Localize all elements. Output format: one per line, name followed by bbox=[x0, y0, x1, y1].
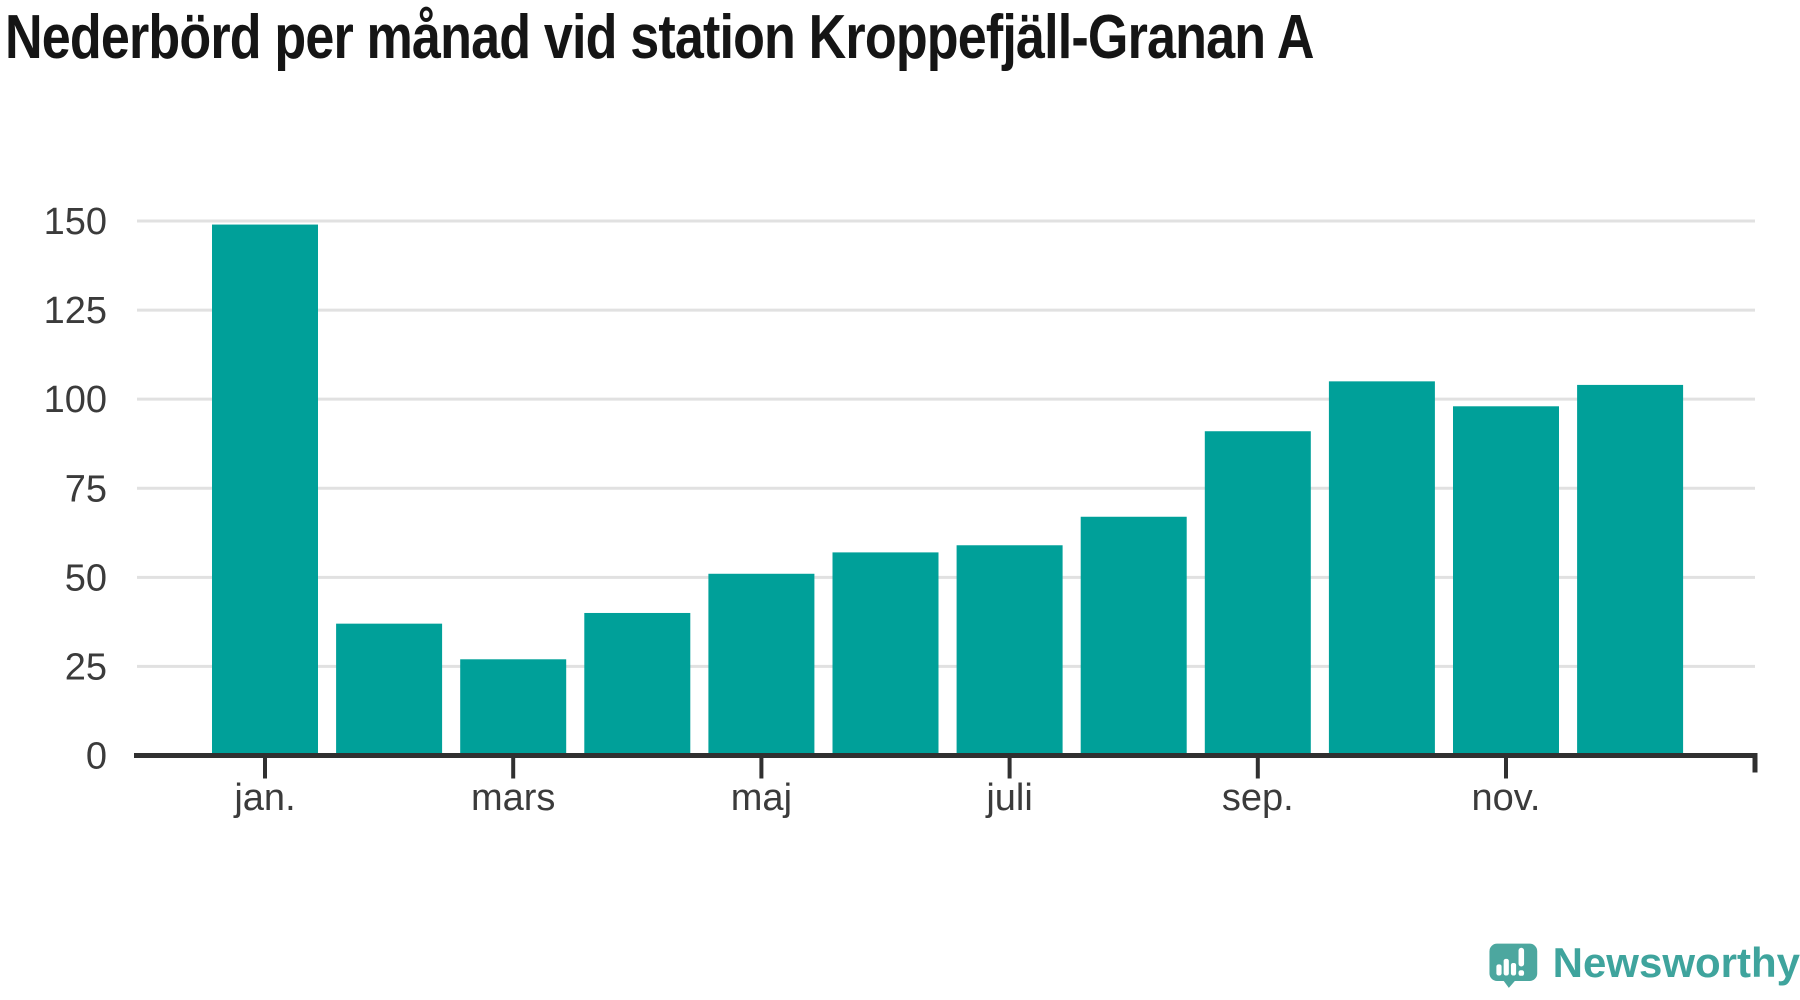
bar-month-7 bbox=[956, 545, 1063, 754]
y-tick-label-100: 100 bbox=[44, 379, 107, 421]
bar-month-9 bbox=[1204, 431, 1311, 754]
bar-month-5 bbox=[708, 573, 815, 754]
bar-month-8 bbox=[1080, 516, 1187, 754]
speech-bubble-chart-icon bbox=[1489, 943, 1538, 988]
x-axis-line bbox=[134, 753, 1758, 773]
y-tick-label-75: 75 bbox=[65, 468, 107, 510]
bar-month-4 bbox=[584, 612, 691, 754]
newsworthy-logo: Newsworthy bbox=[1486, 926, 1800, 1000]
bar-month-2 bbox=[336, 623, 443, 754]
chart-title: Nederbörd per månad vid station Kroppefj… bbox=[5, 3, 1315, 72]
y-tick-label-125: 125 bbox=[44, 290, 107, 332]
x-tick-label-juli: juli bbox=[985, 777, 1032, 819]
y-tick-label-25: 25 bbox=[65, 646, 107, 688]
y-tick-label-150: 150 bbox=[44, 201, 107, 243]
bar-month-1 bbox=[212, 224, 318, 754]
bar-month-6 bbox=[832, 552, 939, 754]
bar-month-10 bbox=[1328, 381, 1435, 754]
bar-month-3 bbox=[460, 659, 567, 754]
newsworthy-logo-text: Newsworthy bbox=[1552, 939, 1800, 986]
x-tick-label-nov.: nov. bbox=[1471, 777, 1540, 819]
x-tick-label-jan.: jan. bbox=[233, 777, 295, 819]
bar-month-12 bbox=[1577, 384, 1684, 754]
x-tick-label-mars: mars bbox=[471, 777, 555, 819]
x-tick-label-maj: maj bbox=[731, 777, 792, 819]
newsworthy-logo-icon bbox=[1489, 943, 1538, 988]
x-tick-label-sep.: sep. bbox=[1222, 777, 1294, 819]
y-tick-label-0: 0 bbox=[86, 736, 107, 778]
bar-month-11 bbox=[1453, 406, 1559, 754]
y-tick-label-50: 50 bbox=[65, 557, 107, 599]
